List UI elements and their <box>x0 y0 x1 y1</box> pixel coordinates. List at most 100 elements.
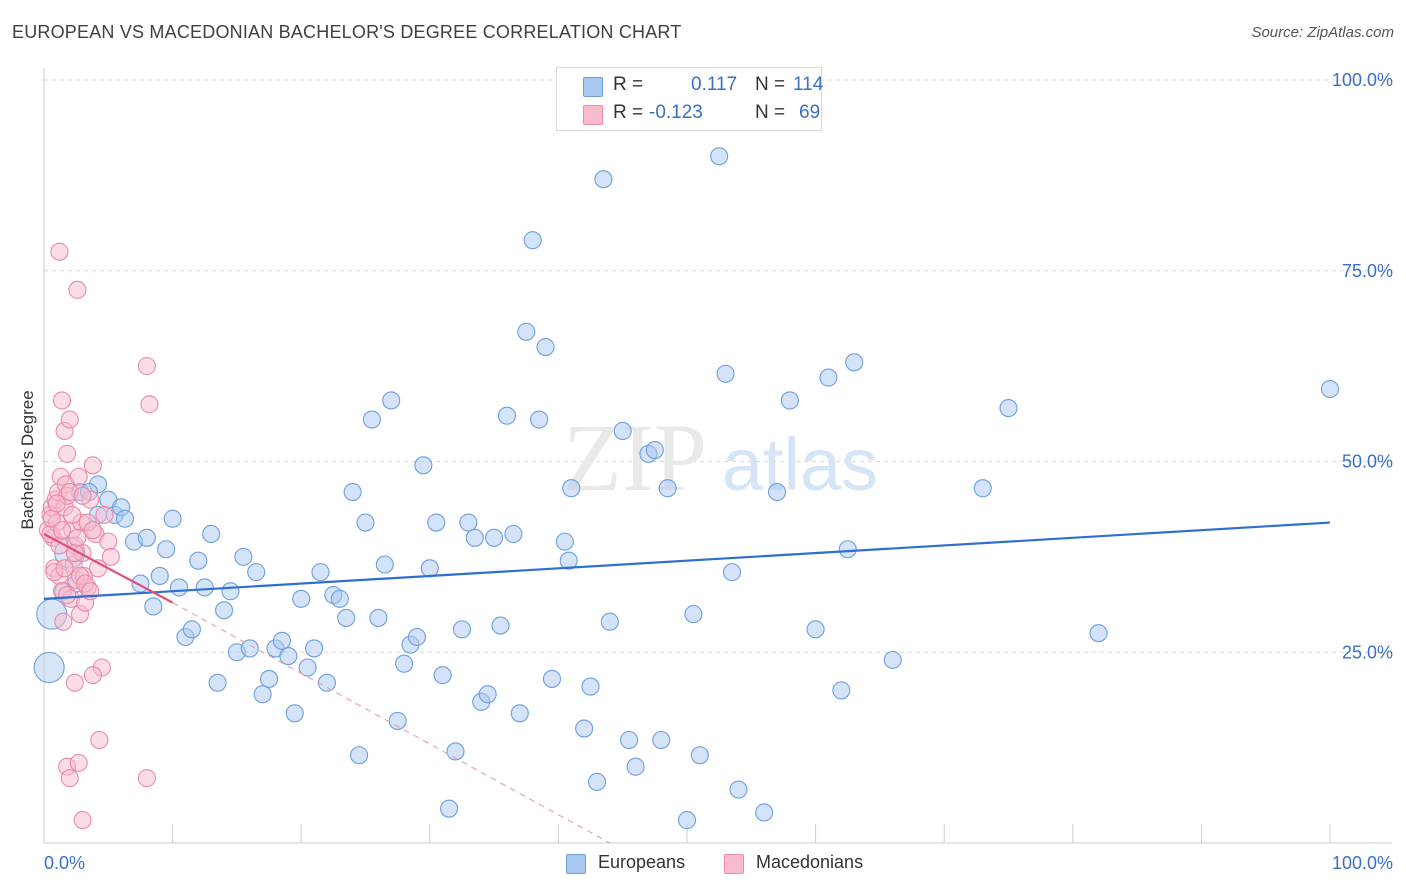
point-macedonians <box>65 673 84 692</box>
point-europeans <box>523 231 542 250</box>
point-europeans <box>388 711 407 730</box>
point-europeans <box>780 391 799 410</box>
point-europeans <box>542 669 562 689</box>
point-macedonians <box>69 753 88 772</box>
point-europeans <box>182 620 201 639</box>
point-macedonians <box>137 357 156 376</box>
point-europeans <box>337 608 356 627</box>
point-europeans <box>452 620 472 639</box>
point-europeans <box>710 147 729 166</box>
point-europeans <box>253 685 272 704</box>
point-europeans <box>838 540 857 559</box>
point-europeans <box>510 704 529 723</box>
point-macedonians <box>52 521 72 540</box>
point-europeans <box>832 681 851 700</box>
legend-r-value: 0.117 <box>691 74 738 95</box>
legend-n-label: N = <box>755 102 786 123</box>
point-europeans <box>645 441 664 460</box>
point-europeans <box>440 799 459 818</box>
legend-n-value: 69 <box>799 102 821 123</box>
point-europeans <box>559 551 578 570</box>
point-europeans <box>658 479 677 498</box>
point-europeans <box>767 482 787 502</box>
chart-title: EUROPEAN VS MACEDONIAN BACHELOR'S DEGREE… <box>12 22 682 42</box>
point-macedonians <box>83 666 102 685</box>
point-europeans <box>845 353 864 372</box>
point-europeans <box>613 421 632 441</box>
point-europeans <box>382 391 401 410</box>
point-europeans <box>356 513 375 532</box>
point-europeans <box>581 677 600 696</box>
point-macedonians <box>73 486 92 505</box>
trend-line-macedonians <box>43 533 174 604</box>
legend-label-europeans: Europeans <box>598 852 686 872</box>
point-europeans <box>1320 379 1340 399</box>
point-macedonians <box>50 242 69 261</box>
point-europeans <box>722 563 742 582</box>
point-macedonians <box>60 410 79 429</box>
watermark-atlas: atlas <box>722 423 878 506</box>
point-macedonians <box>90 730 109 750</box>
point-macedonians <box>52 391 72 410</box>
point-europeans <box>446 742 465 761</box>
point-europeans <box>407 627 426 647</box>
point-europeans <box>292 589 311 608</box>
point-europeans <box>240 639 259 658</box>
point-europeans <box>247 563 266 582</box>
point-europeans <box>150 566 169 586</box>
point-europeans <box>427 513 446 532</box>
point-macedonians <box>54 612 73 631</box>
point-europeans <box>144 597 163 616</box>
point-europeans <box>137 528 156 547</box>
tick-labels: 100.0% 75.0% 50.0% 25.0% 0.0% 100.0% <box>44 70 1393 873</box>
point-europeans <box>536 337 555 357</box>
point-europeans <box>259 669 279 689</box>
point-europeans <box>202 524 221 544</box>
point-europeans <box>562 479 581 498</box>
legend-r-label: R = <box>613 102 644 123</box>
legend-n-value: 114 <box>793 74 824 95</box>
point-macedonians <box>83 456 102 475</box>
point-macedonians <box>58 444 77 463</box>
point-europeans <box>214 601 234 620</box>
point-europeans <box>169 578 189 597</box>
point-europeans <box>285 704 304 723</box>
point-europeans <box>375 555 394 574</box>
point-europeans <box>317 673 336 692</box>
point-europeans <box>684 605 703 624</box>
point-europeans <box>1089 624 1108 643</box>
point-europeans <box>677 811 697 830</box>
y-tick-label: 25.0% <box>1342 642 1393 662</box>
point-macedonians <box>68 528 87 547</box>
point-europeans <box>530 410 549 429</box>
point-europeans <box>806 620 825 639</box>
point-macedonians <box>60 769 79 788</box>
grid-lines <box>44 79 1392 653</box>
x-tick-label: 100.0% <box>1332 853 1393 873</box>
point-macedonians <box>69 467 88 486</box>
point-macedonians <box>95 505 114 524</box>
point-macedonians <box>63 505 82 524</box>
point-europeans <box>600 612 619 631</box>
legend-label-macedonians: Macedonians <box>756 852 864 872</box>
point-europeans <box>459 513 478 532</box>
point-europeans <box>690 746 709 765</box>
point-europeans <box>420 559 439 578</box>
point-europeans <box>626 757 645 776</box>
point-macedonians <box>58 585 77 605</box>
point-macedonians <box>47 494 66 513</box>
point-macedonians <box>73 811 92 830</box>
point-europeans <box>478 685 497 704</box>
point-europeans <box>272 631 291 650</box>
correlation-legend: R = 0.117 N = 114 R = -0.123 N = 69 <box>556 67 824 131</box>
point-europeans <box>433 666 452 685</box>
point-europeans <box>729 780 748 799</box>
point-macedonians <box>68 280 87 299</box>
point-macedonians <box>140 395 159 414</box>
legend-swatch-macedonians <box>583 105 603 125</box>
point-europeans <box>973 479 992 498</box>
point-europeans <box>819 368 838 387</box>
y-tick-label: 100.0% <box>1332 70 1393 90</box>
x-tick-label: 0.0% <box>44 853 85 873</box>
